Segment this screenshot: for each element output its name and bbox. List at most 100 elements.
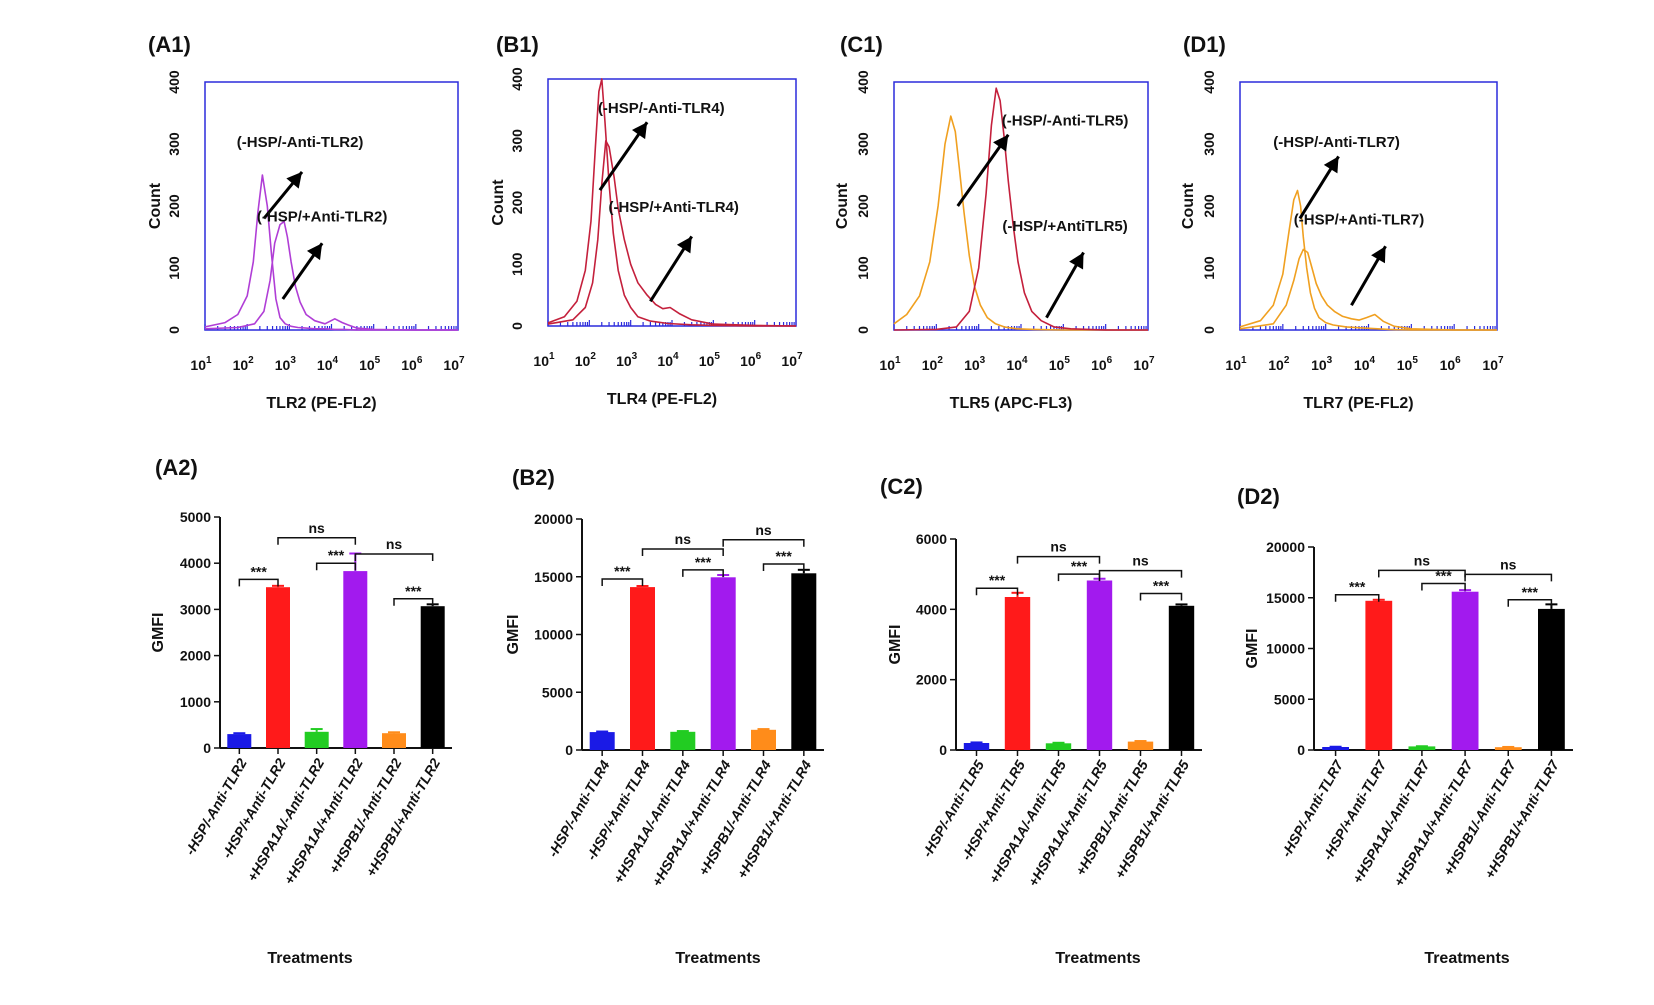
y-tick-label: 2000 — [180, 648, 211, 664]
y-tick-label: 15000 — [534, 569, 573, 585]
y-tick-label: 15000 — [1266, 590, 1305, 606]
histogram-series-1 — [1239, 189, 1497, 331]
bar — [791, 573, 817, 750]
bar — [304, 731, 329, 748]
category-label: +HSPB1/-Anti-TLR5 — [1072, 757, 1151, 878]
panel-label: (D2) — [1237, 484, 1280, 509]
significance-label: *** — [1435, 568, 1452, 584]
histogram-series-1 — [547, 78, 796, 327]
annotation-label: (-HSP/-Anti-TLR7) — [1273, 134, 1400, 151]
y-tick-label: 200 — [855, 194, 871, 218]
significance-bracket — [1057, 573, 1101, 582]
annotation-arrow-head — [631, 122, 648, 140]
significance-label: *** — [989, 572, 1006, 588]
x-tick-label: 106 — [401, 355, 423, 373]
y-tick-label: 100 — [166, 256, 182, 280]
significance-bracket — [1098, 569, 1183, 578]
significance-bracket — [601, 578, 644, 587]
y-tick-label: 300 — [855, 132, 871, 156]
y-tick-label: 200 — [509, 191, 525, 215]
y-tick-label: 300 — [166, 132, 182, 156]
y-tick-label: 2000 — [916, 672, 947, 688]
x-tick-label: 107 — [443, 355, 465, 373]
significance-bracket — [641, 548, 724, 557]
bar — [1168, 605, 1195, 750]
y-tick-label: 0 — [203, 740, 211, 756]
x-tick-label: 104 — [1006, 355, 1028, 373]
x-axis-title: TLR4 (PE-FL2) — [607, 391, 717, 408]
significance-label: ns — [1414, 552, 1431, 568]
y-tick-label: 100 — [1201, 256, 1217, 280]
bar — [1451, 591, 1479, 750]
y-tick-label: 0 — [939, 742, 947, 758]
bar — [343, 571, 368, 748]
bar — [1538, 608, 1565, 750]
category-label: +HSPB1/+Anti-TLR5 — [1111, 757, 1192, 881]
y-tick-label: 5000 — [1274, 691, 1305, 707]
bar — [1004, 597, 1031, 750]
x-tick-label: 101 — [190, 355, 212, 373]
significance-label: *** — [1153, 578, 1170, 594]
bar — [963, 743, 990, 750]
annotation-label: (-HSP/-Anti-TLR5) — [1002, 112, 1129, 129]
y-tick-label: 10000 — [534, 627, 573, 643]
significance-label: *** — [614, 563, 631, 579]
category-label: +HSPB1/-Anti-TLR4 — [695, 757, 774, 878]
panel-label: (C2) — [880, 474, 923, 499]
significance-label: ns — [1132, 553, 1149, 569]
x-tick-label: 107 — [781, 351, 803, 369]
bar — [382, 733, 406, 748]
panel-label: (A1) — [148, 32, 191, 57]
x-tick-label: 102 — [233, 355, 255, 373]
y-tick-label: 300 — [1201, 132, 1217, 156]
y-axis-title: Count — [147, 182, 164, 229]
x-axis-title: TLR7 (PE-FL2) — [1303, 395, 1413, 412]
x-axis-title: Treatments — [675, 950, 760, 967]
significance-label: *** — [1349, 579, 1366, 595]
significance-bracket — [393, 598, 434, 606]
bar — [710, 577, 736, 750]
histogram-series-1 — [893, 115, 1148, 331]
x-tick-label: 106 — [740, 351, 762, 369]
significance-bracket — [722, 539, 805, 547]
y-tick-label: 5000 — [180, 509, 211, 525]
y-tick-label: 0 — [565, 742, 573, 758]
x-tick-label: 105 — [1397, 355, 1419, 373]
bar — [751, 729, 776, 750]
category-label: +HSPA1A/+Anti-TLR5 — [1025, 757, 1110, 889]
significance-label: *** — [250, 563, 267, 579]
bar — [1408, 746, 1436, 750]
y-tick-label: 6000 — [916, 531, 947, 547]
category-label: +HSPB1/+Anti-TLR4 — [734, 757, 815, 881]
plot-frame — [1239, 81, 1498, 331]
x-axis-title: TLR5 (APC-FL3) — [950, 395, 1073, 412]
y-tick-label: 100 — [855, 256, 871, 280]
x-tick-label: 106 — [1440, 355, 1462, 373]
category-label: +HSPA1A/+Anti-TLR4 — [648, 757, 733, 889]
bar — [630, 587, 655, 750]
x-tick-label: 104 — [317, 355, 339, 373]
x-tick-label: 101 — [533, 351, 555, 369]
x-tick-label: 104 — [657, 351, 679, 369]
x-tick-label: 105 — [359, 355, 381, 373]
panel-label: (B1) — [496, 32, 539, 57]
x-axis-title: Treatments — [1055, 950, 1140, 967]
y-axis-title: Count — [1180, 182, 1197, 229]
significance-label: ns — [386, 536, 403, 552]
x-tick-label: 103 — [616, 351, 638, 369]
significance-bracket — [1421, 582, 1466, 591]
annotation-arrow-head — [1371, 246, 1386, 264]
y-tick-label: 100 — [509, 252, 525, 276]
y-tick-label: 10000 — [1266, 641, 1305, 657]
panel-label: (C1) — [840, 32, 883, 57]
x-tick-label: 103 — [1311, 355, 1333, 373]
annotation-label: (-HSP/+Anti-TLR4) — [608, 199, 738, 216]
y-tick-label: 400 — [1201, 70, 1217, 94]
annotation-arrow-head — [306, 243, 323, 261]
annotation-label: (-HSP/+AntiTLR5) — [1002, 218, 1127, 235]
x-tick-label: 104 — [1354, 355, 1376, 373]
significance-label: ns — [755, 522, 772, 538]
annotation-arrow-head — [993, 134, 1009, 152]
y-tick-label: 300 — [509, 129, 525, 153]
x-tick-label: 101 — [879, 355, 901, 373]
